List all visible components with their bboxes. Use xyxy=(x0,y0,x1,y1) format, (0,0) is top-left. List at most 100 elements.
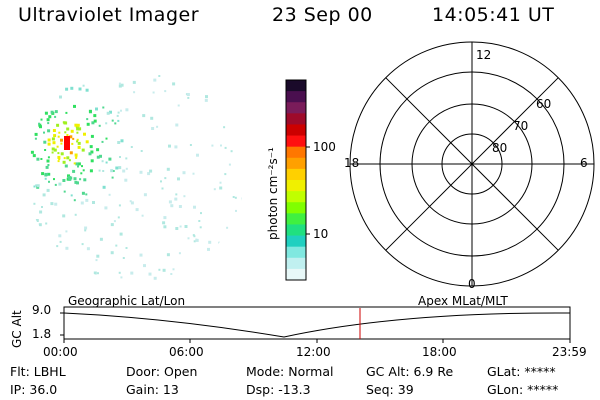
image-pixel xyxy=(69,151,73,155)
image-pixel xyxy=(47,129,51,133)
image-pixel xyxy=(166,253,170,257)
image-pixel xyxy=(143,264,146,268)
image-pixel xyxy=(58,182,62,186)
lat-label-60: 60 xyxy=(536,97,552,111)
colorbar-band xyxy=(286,213,306,225)
image-pixel xyxy=(62,179,66,182)
image-pixel xyxy=(75,162,79,166)
image-pixel xyxy=(175,227,179,230)
image-pixel xyxy=(72,137,75,140)
image-pixel xyxy=(130,201,134,205)
image-pixel xyxy=(177,104,180,107)
image-pixel xyxy=(109,110,112,114)
image-pixel xyxy=(110,223,114,227)
x-tick-1200: 12:00 xyxy=(296,345,331,359)
image-pixel xyxy=(35,184,38,187)
image-pixel xyxy=(48,180,50,183)
image-pixel xyxy=(78,87,82,91)
image-pixel xyxy=(164,177,167,180)
alt-tick-1-8: 1.8 xyxy=(32,327,52,341)
image-pixel xyxy=(60,152,64,156)
image-pixel xyxy=(50,202,54,206)
image-pixel xyxy=(213,188,216,191)
colorbar-tick-100: 100 xyxy=(313,140,336,154)
image-pixel xyxy=(41,206,43,208)
image-pixel xyxy=(133,91,136,94)
image-pixel xyxy=(46,188,50,192)
image-pixel xyxy=(129,200,132,203)
image-pixel xyxy=(53,134,56,137)
image-pixel xyxy=(195,238,199,242)
image-pixel xyxy=(35,219,39,222)
image-pixel xyxy=(68,177,72,181)
image-pixel xyxy=(118,271,121,274)
colorbar-band xyxy=(286,191,306,203)
colorbar-band xyxy=(286,102,306,114)
image-pixel xyxy=(54,115,57,118)
image-pixel xyxy=(117,216,120,219)
image-pixel xyxy=(163,225,167,229)
image-pixel xyxy=(189,144,192,146)
image-pixel xyxy=(73,199,76,202)
image-pixel xyxy=(56,245,59,248)
mlt-label-6: 6 xyxy=(580,156,588,170)
image-pixel xyxy=(224,173,227,176)
image-pixel xyxy=(170,204,174,208)
image-pixel xyxy=(170,273,173,275)
image-pixel xyxy=(81,243,84,246)
image-pixel xyxy=(40,118,43,121)
image-pixel xyxy=(74,123,78,127)
image-pixel xyxy=(50,110,54,114)
image-pixel xyxy=(161,187,164,190)
image-pixel xyxy=(77,165,79,168)
image-pixel xyxy=(97,272,99,275)
image-pixel xyxy=(232,196,235,198)
image-pixel xyxy=(81,165,83,168)
image-pixel xyxy=(184,225,188,228)
image-pixel xyxy=(77,162,81,166)
image-pixel xyxy=(66,177,70,181)
image-pixel xyxy=(77,145,81,149)
seq-value: Seq: 39 xyxy=(366,382,414,397)
image-pixel xyxy=(179,225,182,228)
image-pixel xyxy=(139,253,143,257)
image-pixel xyxy=(147,172,151,176)
x-tick-1800: 18:00 xyxy=(422,345,457,359)
image-pixel xyxy=(34,132,38,136)
image-pixel xyxy=(53,148,57,152)
image-pixel xyxy=(175,193,178,196)
image-pixel xyxy=(54,110,58,114)
image-pixel xyxy=(125,108,129,112)
x-tick-0600: 06:00 xyxy=(169,345,204,359)
mlt-label-0: 0 xyxy=(468,277,476,291)
image-pixel xyxy=(48,173,51,176)
image-pixel xyxy=(43,140,47,144)
colorbar-band xyxy=(286,202,306,214)
image-pixel xyxy=(104,206,108,210)
image-pixel xyxy=(118,84,122,88)
image-pixel xyxy=(57,160,60,163)
image-pixel xyxy=(90,159,94,163)
colorbar-band xyxy=(286,235,306,248)
image-pixel xyxy=(52,129,56,132)
colorbar-band xyxy=(286,157,306,170)
image-pixel xyxy=(44,149,47,151)
image-pixel xyxy=(99,154,102,158)
colorbar-band xyxy=(286,257,306,270)
image-pixel xyxy=(90,150,94,154)
image-pixel xyxy=(38,123,42,127)
image-pixel xyxy=(130,146,133,148)
image-pixel xyxy=(193,240,196,243)
image-pixel xyxy=(81,148,85,152)
image-pixel xyxy=(124,178,128,182)
image-pixel xyxy=(54,202,58,206)
image-pixel xyxy=(40,158,43,160)
image-pixel xyxy=(235,209,237,212)
image-pixel xyxy=(148,272,152,276)
image-pixel xyxy=(234,196,237,199)
image-pixel xyxy=(88,152,92,156)
image-pixel xyxy=(199,226,202,229)
image-pixel xyxy=(153,276,157,280)
image-pixel xyxy=(143,193,147,197)
image-pixel xyxy=(116,114,119,117)
